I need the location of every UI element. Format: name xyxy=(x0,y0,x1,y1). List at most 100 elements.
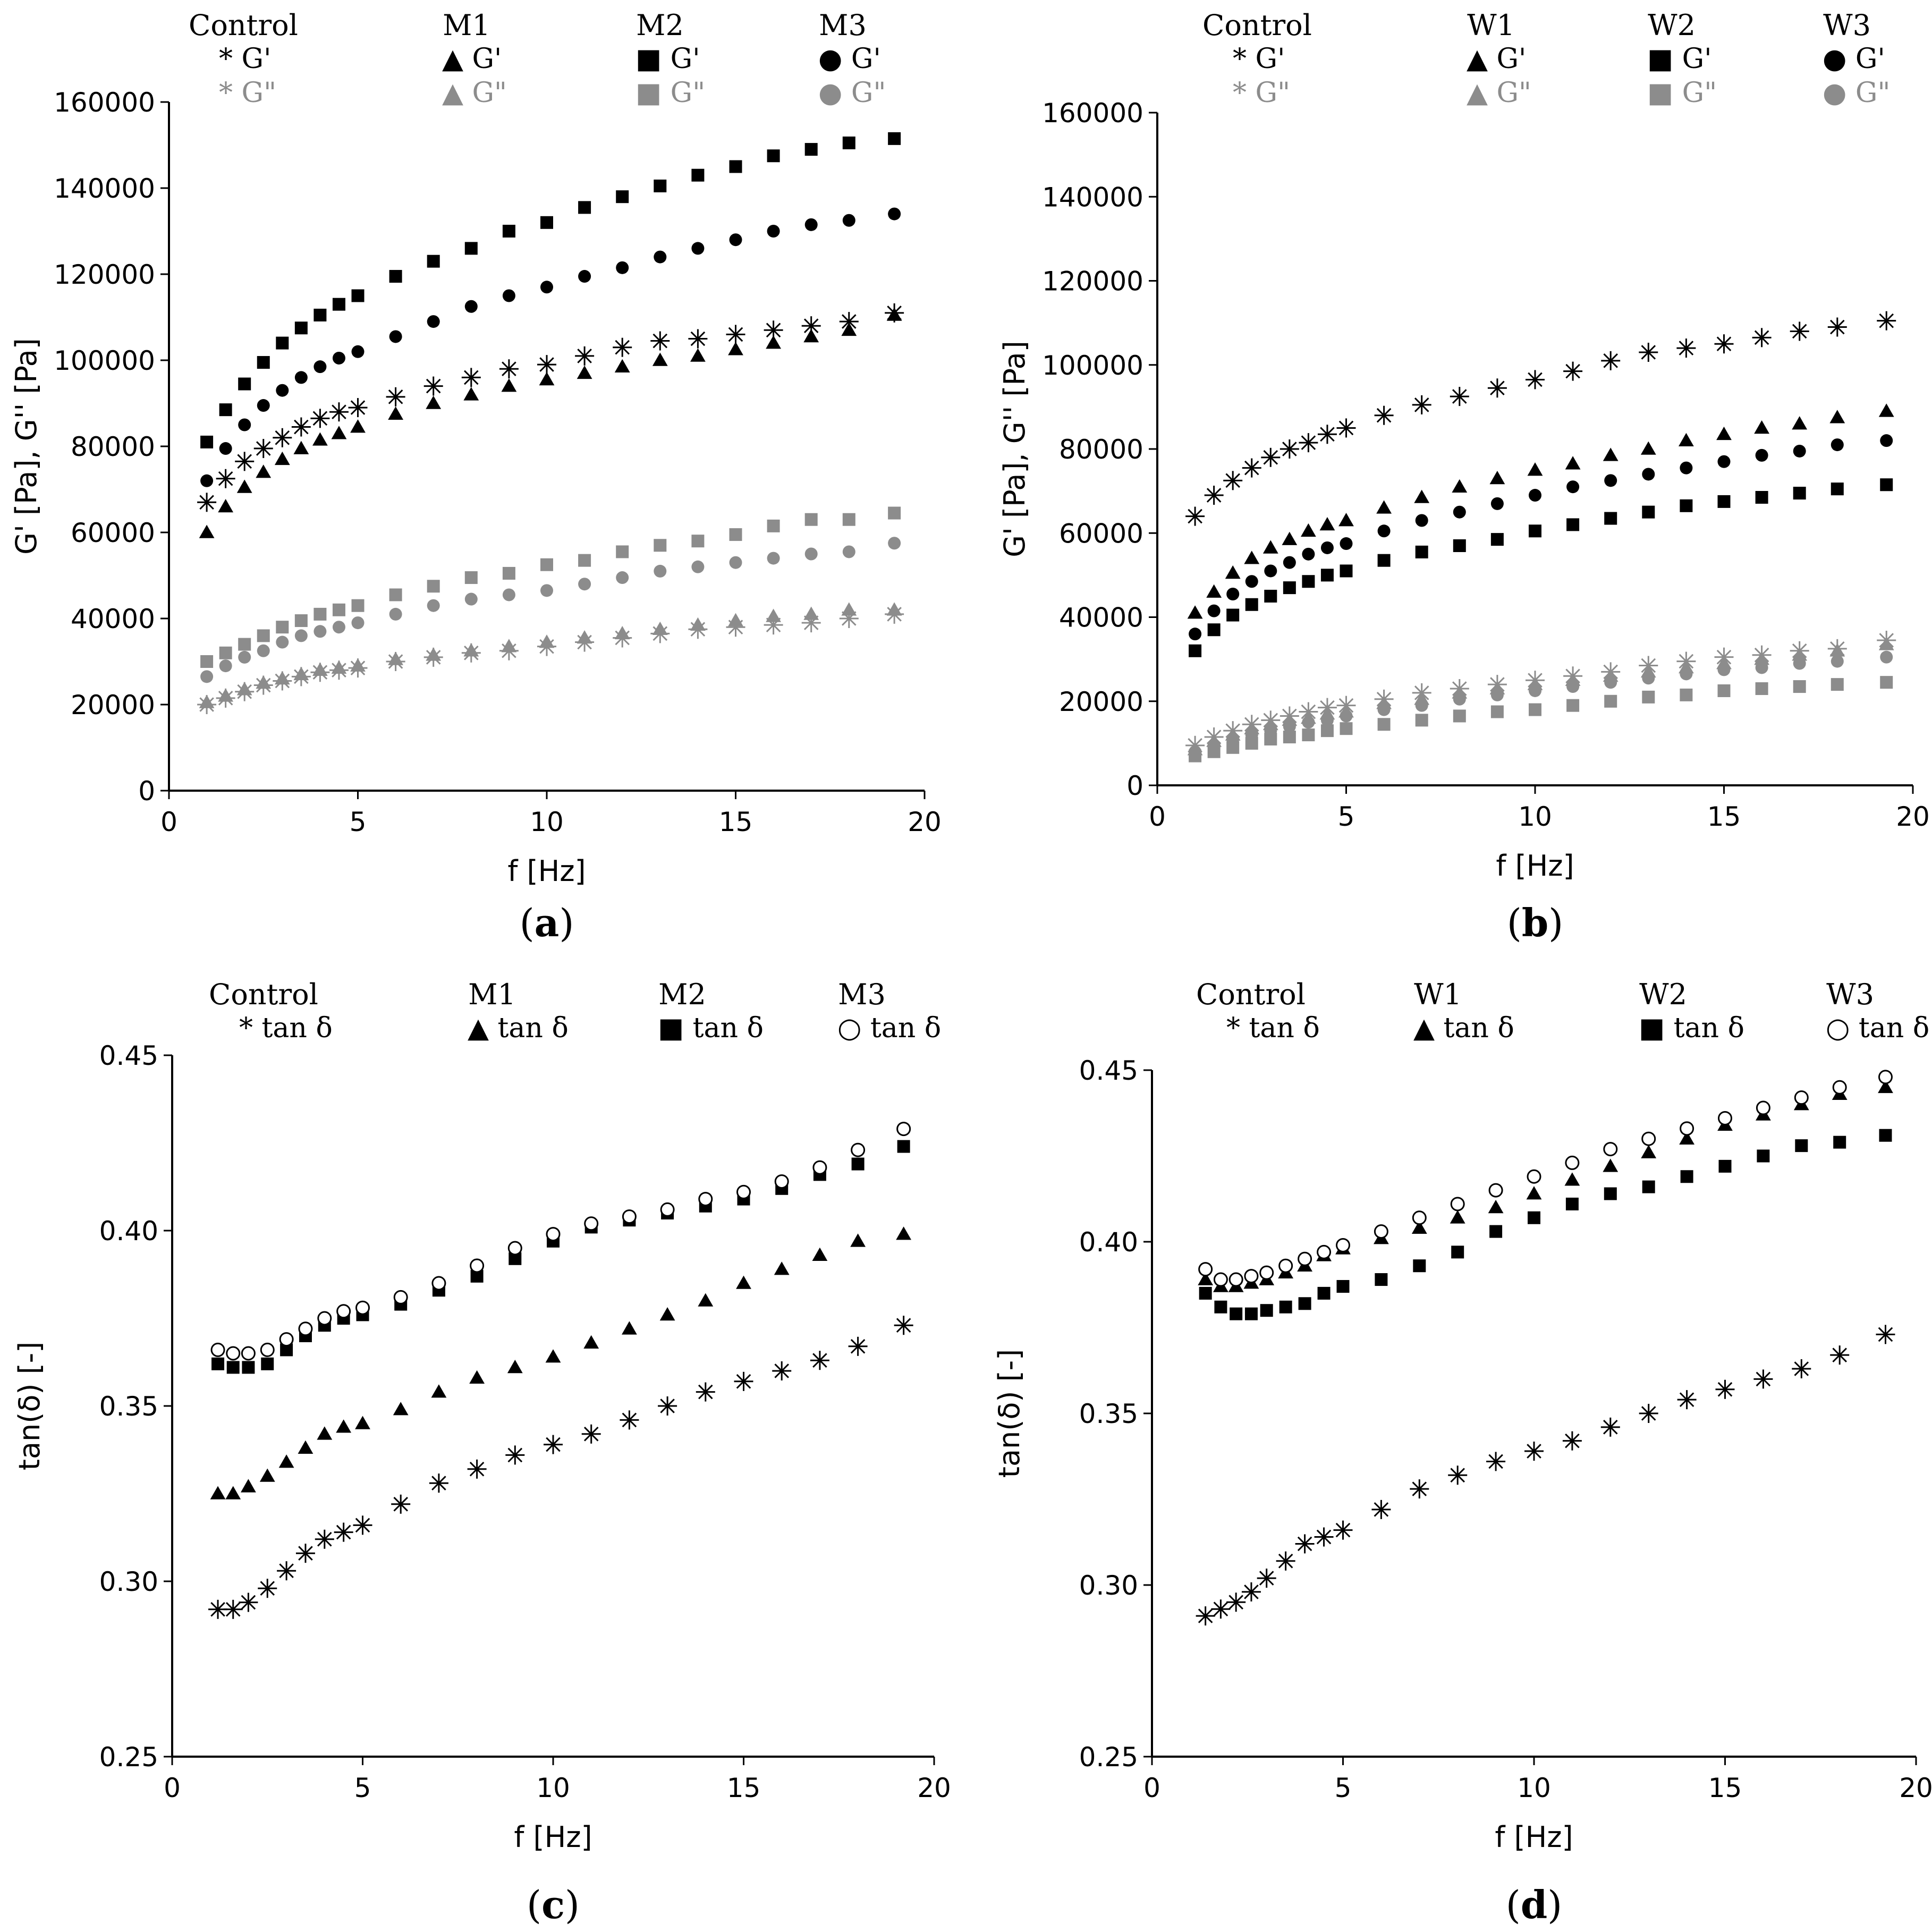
data-point xyxy=(295,1544,315,1563)
data-point xyxy=(1189,745,1202,758)
data-point xyxy=(464,300,478,313)
data-point xyxy=(804,218,818,231)
data-point xyxy=(1207,739,1221,752)
data-point xyxy=(235,452,255,471)
panel-letter: c xyxy=(541,1882,565,1927)
data-point xyxy=(329,402,349,422)
legend-title: M3 xyxy=(819,9,867,42)
data-point xyxy=(1198,1262,1213,1277)
data-point xyxy=(464,571,478,584)
data-point xyxy=(803,606,819,620)
data-point xyxy=(575,346,595,366)
legend-title: W1 xyxy=(1414,978,1462,1011)
data-point xyxy=(1453,539,1466,552)
data-point xyxy=(1320,569,1334,582)
legend-title: Control xyxy=(209,978,318,1011)
data-point xyxy=(894,1316,913,1335)
data-point xyxy=(388,651,403,665)
data-point xyxy=(429,1473,448,1493)
legend-title: M2 xyxy=(658,978,706,1011)
data-point xyxy=(256,675,272,689)
data-point xyxy=(1832,1080,1847,1095)
data-point xyxy=(1833,1136,1846,1149)
data-point xyxy=(1878,403,1894,417)
data-point xyxy=(332,351,345,365)
data-point xyxy=(767,225,780,238)
y-tick-label: 0 xyxy=(1126,770,1143,801)
data-point xyxy=(1245,598,1258,611)
legend-entry: ● G' xyxy=(818,43,881,75)
data-point xyxy=(616,571,629,584)
data-point xyxy=(313,308,327,321)
data-point xyxy=(1529,489,1541,502)
data-point xyxy=(578,578,591,591)
data-point xyxy=(1641,1131,1656,1146)
data-point xyxy=(276,635,289,649)
data-point xyxy=(1415,545,1428,558)
data-point xyxy=(1489,1225,1503,1238)
data-point xyxy=(1603,447,1619,461)
data-point xyxy=(1244,1307,1258,1320)
data-point xyxy=(767,149,780,163)
data-point xyxy=(1880,650,1893,664)
data-point xyxy=(501,378,517,392)
data-point xyxy=(1207,604,1221,617)
data-point xyxy=(1566,480,1580,494)
data-point xyxy=(1565,456,1581,470)
x-tick-label: 0 xyxy=(160,807,177,837)
y-tick-label: 0.30 xyxy=(99,1566,158,1597)
data-point xyxy=(1794,1090,1809,1105)
data-point xyxy=(1755,448,1768,462)
data-point xyxy=(1752,328,1772,348)
x-axis-label: f [Hz] xyxy=(1495,1820,1573,1854)
data-point xyxy=(197,493,217,512)
data-point xyxy=(1298,1297,1311,1310)
data-point xyxy=(336,1304,351,1319)
data-point xyxy=(690,348,706,362)
data-point xyxy=(622,1321,637,1335)
legend-entry: * G' xyxy=(219,43,271,75)
y-tick-label: 20000 xyxy=(71,690,155,721)
data-point xyxy=(1283,556,1296,569)
data-point xyxy=(351,345,365,358)
data-point xyxy=(461,368,481,387)
panel-a: 0 20000 40000 60000 80000 100000 120000 140000 1… xyxy=(10,9,942,945)
data-point xyxy=(1187,605,1203,619)
data-point xyxy=(1490,688,1504,701)
data-point xyxy=(1196,1606,1215,1626)
data-point xyxy=(393,1402,409,1416)
legend-entry: ○ tan δ xyxy=(1826,1012,1929,1044)
legend-entry: ○ tan δ xyxy=(837,1012,941,1044)
data-point xyxy=(537,355,556,375)
data-point xyxy=(1601,351,1621,370)
x-tick-label: 10 xyxy=(530,807,564,837)
data-point xyxy=(654,250,667,264)
data-point xyxy=(1527,1169,1541,1184)
series-w1-g- xyxy=(1187,403,1894,619)
data-point xyxy=(1452,479,1468,493)
data-point xyxy=(767,519,780,532)
data-point xyxy=(1320,541,1334,554)
data-point xyxy=(334,1522,353,1542)
data-point xyxy=(848,1336,868,1356)
data-point xyxy=(1302,575,1315,588)
data-point xyxy=(1680,667,1693,681)
data-point xyxy=(200,435,214,448)
data-point xyxy=(1563,361,1583,381)
data-point xyxy=(1715,1379,1735,1399)
data-point xyxy=(1302,547,1315,561)
data-point xyxy=(540,584,553,597)
y-tick-label: 140000 xyxy=(1042,182,1143,213)
data-point xyxy=(236,479,252,493)
data-point xyxy=(616,190,629,204)
data-point xyxy=(1414,489,1430,503)
data-point xyxy=(216,469,235,488)
data-point xyxy=(888,132,901,145)
data-point xyxy=(464,592,478,606)
y-tick-label: 60000 xyxy=(71,518,155,548)
data-point xyxy=(469,1370,485,1384)
series-w3-tan- xyxy=(1198,1070,1893,1287)
data-point xyxy=(427,255,440,268)
data-point xyxy=(389,330,402,343)
series-w3-g- xyxy=(1189,434,1893,641)
